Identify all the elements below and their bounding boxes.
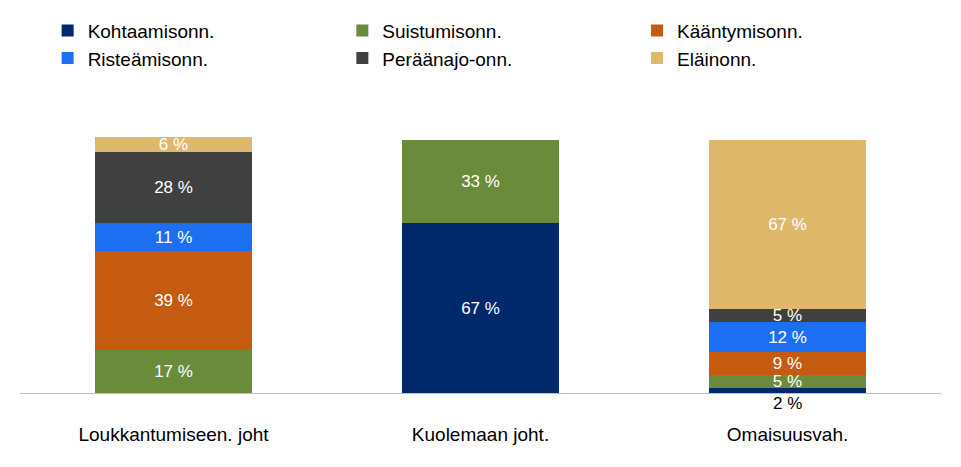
svg-text:39 %: 39 % [154,291,193,310]
svg-text:Eläinonn.: Eläinonn. [677,49,756,70]
svg-text:Kohtaamisonn.: Kohtaamisonn. [88,21,215,42]
svg-text:5 %: 5 % [773,306,802,325]
svg-text:Kuolemaan joht.: Kuolemaan joht. [412,424,549,445]
svg-text:28 %: 28 % [154,178,193,197]
svg-text:67 %: 67 % [768,215,807,234]
svg-text:12 %: 12 % [768,328,807,347]
svg-text:17 %: 17 % [154,362,193,381]
svg-text:11 %: 11 % [155,228,193,247]
svg-text:6 %: 6 % [159,135,188,154]
svg-text:9 %: 9 % [773,354,802,373]
svg-text:Peräänajo-onn.: Peräänajo-onn. [382,49,512,70]
svg-text:Suistumisonn.: Suistumisonn. [382,21,501,42]
svg-text:67 %: 67 % [461,299,500,318]
svg-text:33 %: 33 % [461,172,500,191]
svg-text:Omaisuusvah.: Omaisuusvah. [727,424,848,445]
svg-text:2 %: 2 % [773,394,802,413]
svg-text:5 %: 5 % [773,372,802,391]
svg-text:Risteämisonn.: Risteämisonn. [88,49,208,70]
svg-text:Loukkantumiseen. joht: Loukkantumiseen. joht [78,424,269,445]
svg-text:Kääntymisonn.: Kääntymisonn. [677,21,803,42]
